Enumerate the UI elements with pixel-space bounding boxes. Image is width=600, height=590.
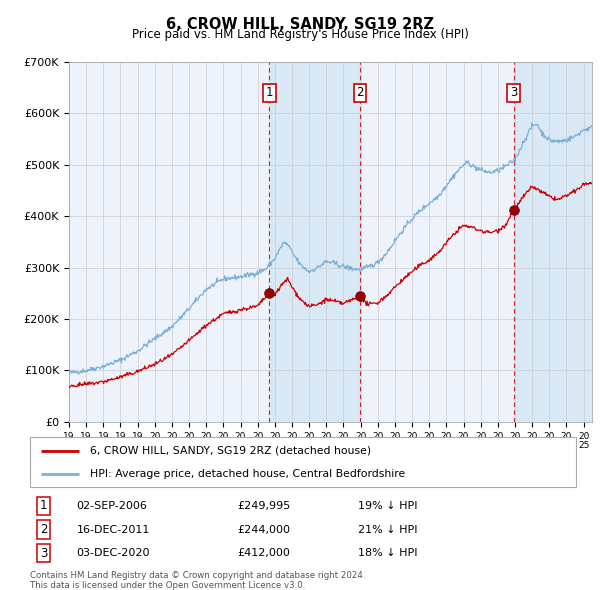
Bar (514, 62, 592, 422)
Text: 16-DEC-2011: 16-DEC-2011 (76, 525, 150, 535)
Text: 6, CROW HILL, SANDY, SG19 2RZ: 6, CROW HILL, SANDY, SG19 2RZ (166, 17, 434, 31)
Text: 2: 2 (356, 86, 364, 99)
Text: £244,000: £244,000 (238, 525, 290, 535)
Text: 18% ↓ HPI: 18% ↓ HPI (358, 548, 417, 558)
Text: 6, CROW HILL, SANDY, SG19 2RZ (detached house): 6, CROW HILL, SANDY, SG19 2RZ (detached … (90, 445, 371, 455)
Text: 3: 3 (510, 86, 517, 99)
Text: 2: 2 (40, 523, 47, 536)
Text: £249,995: £249,995 (238, 501, 291, 511)
FancyBboxPatch shape (30, 437, 576, 487)
Text: 03-DEC-2020: 03-DEC-2020 (76, 548, 150, 558)
Text: 3: 3 (40, 546, 47, 560)
Text: HPI: Average price, detached house, Central Bedfordshire: HPI: Average price, detached house, Cent… (90, 469, 406, 479)
Bar (269, 62, 360, 422)
Text: 1: 1 (40, 499, 47, 513)
Text: £412,000: £412,000 (238, 548, 290, 558)
Text: 1: 1 (265, 86, 273, 99)
Text: 21% ↓ HPI: 21% ↓ HPI (358, 525, 417, 535)
Text: 02-SEP-2006: 02-SEP-2006 (76, 501, 147, 511)
Text: 19% ↓ HPI: 19% ↓ HPI (358, 501, 417, 511)
Text: Price paid vs. HM Land Registry's House Price Index (HPI): Price paid vs. HM Land Registry's House … (131, 28, 469, 41)
Text: Contains HM Land Registry data © Crown copyright and database right 2024.
This d: Contains HM Land Registry data © Crown c… (30, 571, 365, 590)
